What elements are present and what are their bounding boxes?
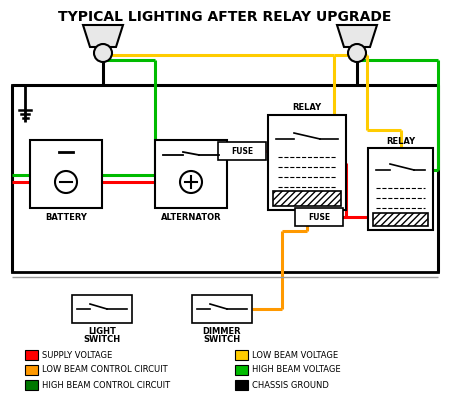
Text: SUPPLY VOLTAGE: SUPPLY VOLTAGE (42, 350, 112, 360)
Text: LOW BEAM VOLTAGE: LOW BEAM VOLTAGE (252, 350, 338, 360)
Polygon shape (83, 25, 123, 47)
Text: ALTERNATOR: ALTERNATOR (161, 214, 221, 222)
Bar (273, 191, 341, 206)
Bar (373, 213, 428, 226)
Text: BATTERY: BATTERY (45, 214, 87, 222)
Circle shape (55, 171, 77, 193)
Bar (295, 208, 343, 226)
Text: FUSE: FUSE (308, 212, 330, 222)
Text: SWITCH: SWITCH (83, 336, 121, 344)
Bar (25, 380, 38, 390)
Text: CHASSIS GROUND: CHASSIS GROUND (252, 380, 329, 390)
Text: LIGHT: LIGHT (88, 326, 116, 336)
Bar (25, 350, 38, 360)
Bar (368, 148, 433, 230)
Bar (192, 295, 252, 323)
Polygon shape (337, 25, 377, 47)
Bar (25, 365, 38, 375)
Text: SWITCH: SWITCH (203, 336, 241, 344)
Text: FUSE: FUSE (231, 146, 253, 156)
Bar (235, 380, 248, 390)
Text: TYPICAL LIGHTING AFTER RELAY UPGRADE: TYPICAL LIGHTING AFTER RELAY UPGRADE (58, 10, 392, 24)
Bar (268, 115, 346, 210)
Text: RELAY: RELAY (292, 104, 322, 112)
Text: RELAY: RELAY (386, 136, 415, 146)
Text: HIGH BEAM VOLTAGE: HIGH BEAM VOLTAGE (252, 366, 341, 374)
Bar (72, 295, 132, 323)
Bar (12, 85, 438, 272)
Circle shape (180, 171, 202, 193)
Bar (155, 140, 227, 208)
Text: HIGH BEAM CONTROL CIRCUIT: HIGH BEAM CONTROL CIRCUIT (42, 380, 170, 390)
Bar (235, 350, 248, 360)
Circle shape (94, 44, 112, 62)
Text: DIMMER: DIMMER (202, 326, 241, 336)
Bar (235, 365, 248, 375)
Circle shape (348, 44, 366, 62)
Bar (30, 140, 102, 208)
Text: LOW BEAM CONTROL CIRCUIT: LOW BEAM CONTROL CIRCUIT (42, 366, 167, 374)
Bar (218, 142, 266, 160)
